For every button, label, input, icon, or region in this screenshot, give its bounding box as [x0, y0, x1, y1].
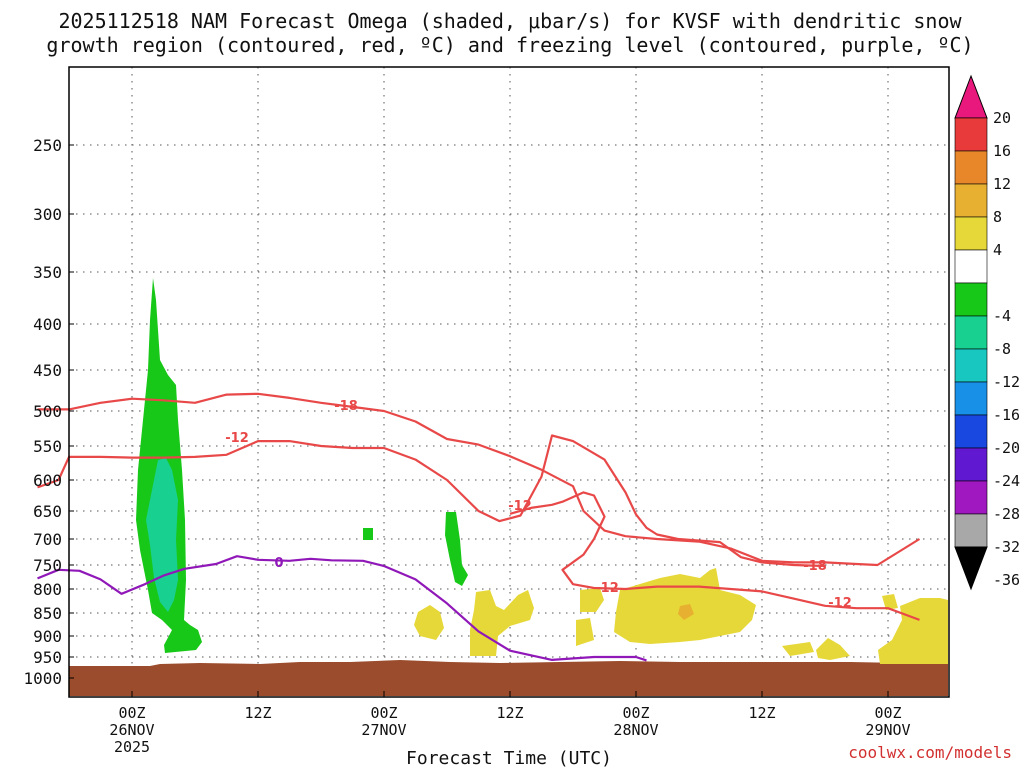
contour-label-dgz-18b: -18: [803, 559, 827, 574]
yellow-patch-b: [470, 590, 534, 656]
orange-spot: [678, 604, 694, 620]
x-tick-label: 12Z: [748, 704, 775, 722]
contour-labels: -18 -12 -12 -12 -18 -12 0: [225, 399, 852, 611]
y-tick-label: 950: [33, 648, 62, 667]
colorbar-label: 8: [993, 208, 1002, 226]
contour-label-dgz-12d: -12: [828, 596, 852, 611]
contour-lines: [37, 392, 921, 662]
x-tick-label: 26NOV: [109, 721, 154, 739]
colorbar-bin: [954, 282, 988, 317]
chart-title-line2: growth region (contoured, red, ºC) and f…: [46, 33, 973, 57]
colorbar-label: -36: [993, 571, 1020, 589]
plot-background: [69, 67, 949, 697]
colorbar-label: -28: [993, 505, 1020, 523]
contour-label-dgz-12a: -12: [225, 431, 249, 446]
omega-shading: [69, 278, 948, 696]
y-tick-label: 1000: [23, 669, 62, 688]
x-tick-label: 00Z: [622, 704, 649, 722]
yellow-patch-f: [782, 642, 814, 656]
y-tick-label: 650: [33, 502, 62, 521]
colorbar-bin: [954, 381, 988, 416]
y-tick-label: 800: [33, 580, 62, 599]
small-green-patch: [363, 528, 373, 540]
yellow-patch-h: [882, 594, 898, 610]
x-tick-label: 29NOV: [865, 721, 910, 739]
y-tick-label: 750: [33, 556, 62, 575]
dgz-contour-2: [509, 491, 920, 621]
x-tick-label: 00Z: [874, 704, 901, 722]
y-tick-label: 850: [33, 604, 62, 623]
colorbar-label: -12: [993, 373, 1020, 391]
y-axis: 250 300 350 400 450 500 550 600 650 700 750 800 850 9…: [23, 136, 74, 688]
colorbar-bin: [954, 447, 988, 482]
colorbar-under-triangle: [954, 546, 988, 591]
colorbar-bin: [954, 414, 988, 449]
x-tick-label: 27NOV: [361, 721, 406, 739]
contour-label-dgz-12b: -12: [508, 499, 532, 514]
y-tick-label: 400: [33, 315, 62, 334]
colorbar-bin: [954, 150, 988, 185]
colorbar-bin: [954, 480, 988, 515]
y-tick-label: 500: [33, 402, 62, 421]
colorbar-label: -4: [993, 307, 1011, 325]
colorbar-label: -20: [993, 439, 1020, 457]
contour-label-dgz-18a: -18: [334, 399, 358, 414]
yellow-patch-i: [878, 598, 948, 664]
colorbar-label: 4: [993, 241, 1002, 259]
green-column: [445, 512, 468, 586]
yellow-patch-d: [576, 618, 594, 646]
x-tick-label: 12Z: [496, 704, 523, 722]
yellow-patch-c: [580, 588, 604, 612]
y-tick-label: 450: [33, 361, 62, 380]
colorbar-bin: [954, 183, 988, 218]
colorbar-bin: [954, 348, 988, 383]
x-tick-label: 00Z: [370, 704, 397, 722]
ground-terrain: [69, 660, 948, 696]
colorbar: 20 16 12 8 4 -4 -8 -12 -16 -20 -24 -28 -32 -36: [954, 74, 1020, 591]
y-tick-label: 700: [33, 530, 62, 549]
y-tick-label: 550: [33, 437, 62, 456]
colorbar-label: 12: [993, 175, 1011, 193]
plot-frame: [68, 66, 950, 698]
chart-title-line1: 2025112518 NAM Forecast Omega (shaded, μ…: [58, 9, 962, 33]
x-tick-label: 28NOV: [613, 721, 658, 739]
colorbar-label: 20: [993, 109, 1011, 127]
colorbar-label: -16: [993, 406, 1020, 424]
colorbar-label: -8: [993, 340, 1011, 358]
colorbar-bin: [954, 513, 988, 548]
colorbar-bin: [954, 216, 988, 251]
y-tick-label: 600: [33, 471, 62, 490]
y-tick-label: 250: [33, 136, 62, 155]
y-tick-label: 300: [33, 205, 62, 224]
colorbar-bin: [954, 117, 988, 152]
y-tick-label: 900: [33, 627, 62, 646]
dgz-contour-0: [37, 392, 921, 567]
grid-lines: [69, 67, 949, 697]
x-tick-label: 2025: [114, 738, 150, 756]
contour-label-dgz-12c: -12: [595, 581, 619, 596]
credit-text: coolwx.com/models: [848, 743, 1012, 762]
colorbar-over-triangle: [954, 74, 988, 119]
yellow-patch-a: [414, 605, 444, 640]
x-tick-label: 12Z: [244, 704, 271, 722]
yellow-patch-g: [816, 638, 850, 660]
plot-area: -18 -12 -12 -12 -18 -12 0: [37, 66, 950, 698]
colorbar-bin: [954, 249, 988, 284]
freezing-level-contour: [37, 555, 647, 662]
x-tick-label: 00Z: [118, 704, 145, 722]
colorbar-label: -32: [993, 538, 1020, 556]
colorbar-label: 16: [993, 142, 1011, 160]
colorbar-label: -24: [993, 472, 1020, 490]
dgz-contour-1: [37, 434, 826, 568]
y-tick-label: 350: [33, 263, 62, 282]
contour-label-freezing: 0: [274, 556, 283, 571]
colorbar-bin: [954, 315, 988, 350]
x-axis-label: Forecast Time (UTC): [406, 748, 612, 768]
